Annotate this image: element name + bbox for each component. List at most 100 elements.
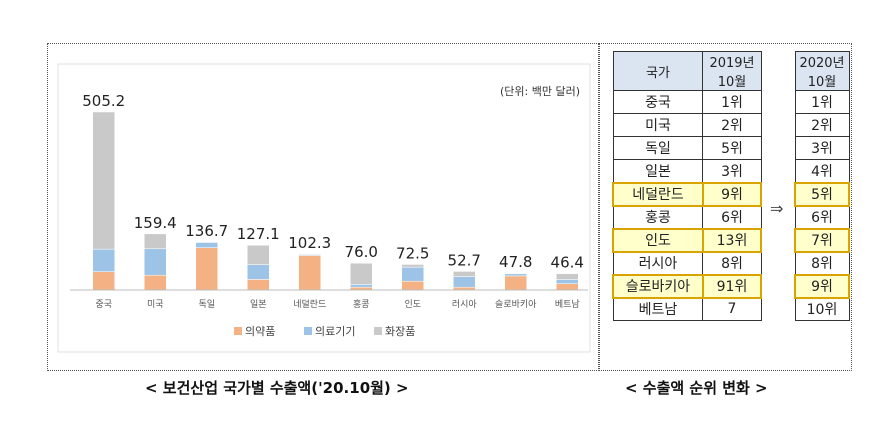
stacked-bar-chart: (단위: 백만 달러) 505.2 중국 159.4 미국 136.7 독일 127.1 일본 1… xyxy=(57,63,591,353)
ranking-2019: 91위 xyxy=(701,273,763,299)
ranking-row: 러시아 8위 xyxy=(612,251,762,275)
bar-segment-pharma xyxy=(556,283,579,291)
ranking-country: 중국 xyxy=(612,90,704,114)
ranking-header-row: 국가 2019년 10월 xyxy=(612,51,762,91)
ranking-row-2020: 4위 xyxy=(794,159,850,183)
bar-segment-pharma xyxy=(504,275,527,291)
x-tick-label: 베트남 xyxy=(555,299,580,310)
ranking-row: 일본 3위 xyxy=(612,159,762,183)
ranking-row: 홍콩 6위 xyxy=(612,205,762,229)
x-tick-label: 미국 xyxy=(147,299,164,310)
ranking-country: 인도 xyxy=(612,227,704,253)
ranking-row-2020: 2위 xyxy=(794,113,850,137)
legend-label: 의료기기 xyxy=(315,325,355,338)
bar-segment-device xyxy=(195,242,218,248)
ranking-2020: 4위 xyxy=(794,159,850,183)
bar-segment-device xyxy=(92,248,115,272)
bar-segment-cosmetics xyxy=(401,264,424,268)
bar-segment-cosmetics xyxy=(144,233,167,250)
ranking-2019: 1위 xyxy=(702,90,762,114)
chart-panel: (단위: 백만 달러) 505.2 중국 159.4 미국 136.7 독일 127.1 일본 1… xyxy=(47,43,599,371)
header-2020: 2020년 10월 xyxy=(794,51,850,91)
ranking-row: 독일 5위 xyxy=(612,136,762,160)
bar-segment-device xyxy=(401,266,424,282)
ranking-country: 독일 xyxy=(612,136,704,160)
x-tick-label: 홍콩 xyxy=(353,298,370,310)
header-2019: 2019년 10월 xyxy=(702,51,762,91)
data-label-total: 47.8 xyxy=(499,253,532,271)
ranking-country: 베트남 xyxy=(612,297,704,321)
ranking-row-2020: 8위 xyxy=(794,251,850,275)
ranking-country: 네덜란드 xyxy=(612,181,704,207)
ranking-row-2020: 1위 xyxy=(794,90,850,114)
ranking-country: 일본 xyxy=(612,159,704,183)
ranking-header-row-2020: 2020년 10월 xyxy=(794,51,850,91)
data-label-total: 127.1 xyxy=(237,225,280,243)
x-tick-label: 슬로바키아 xyxy=(495,299,537,310)
bar-segment-device xyxy=(453,276,476,288)
ranking-2019: 13위 xyxy=(701,227,763,253)
bar-segment-cosmetics xyxy=(504,272,527,275)
legend-swatch xyxy=(304,327,312,335)
legend-swatch xyxy=(374,327,382,335)
header-country: 국가 xyxy=(612,51,704,91)
ranking-2019: 7 xyxy=(702,297,762,321)
bar-segment-cosmetics xyxy=(350,262,373,285)
ranking-table-2019: 국가 2019년 10월 중국 1위 미국 2위 독일 5위 일본 3위 네덜란드 9위 홍콩 6위 인… xyxy=(612,51,763,321)
ranking-2019: 3위 xyxy=(702,159,762,183)
ranking-2020: 2위 xyxy=(794,113,850,137)
x-tick-label: 독일 xyxy=(198,299,215,310)
ranking-country: 홍콩 xyxy=(612,205,704,229)
bar-segment-device xyxy=(504,273,527,277)
ranking-row: 인도 13위 xyxy=(612,227,763,253)
data-label-total: 159.4 xyxy=(134,214,177,232)
ranking-2020: 7위 xyxy=(794,227,850,253)
ranking-row-2020: 5위 xyxy=(794,181,850,207)
ranking-2020: 6위 xyxy=(794,205,850,229)
ranking-row-2020: 7위 xyxy=(794,227,850,253)
x-tick-label: 중국 xyxy=(95,299,112,310)
ranking-row-2020: 3위 xyxy=(794,136,850,160)
bar-segment-cosmetics xyxy=(195,241,218,243)
unit-note: (단위: 백만 달러) xyxy=(500,85,580,98)
bar-segment-pharma xyxy=(247,279,270,291)
ranking-2019: 8위 xyxy=(702,251,762,275)
ranking-2020: 5위 xyxy=(794,181,850,207)
legend-label: 화장품 xyxy=(385,325,415,338)
bar-segment-cosmetics xyxy=(92,111,115,250)
ranking-country: 미국 xyxy=(612,113,704,137)
ranking-2020: 3위 xyxy=(794,136,850,160)
bar-segment-device xyxy=(144,248,167,276)
x-tick-label: 일본 xyxy=(250,299,267,310)
ranking-2019: 6위 xyxy=(702,205,762,229)
ranking-2019: 5위 xyxy=(702,136,762,160)
ranking-row: 슬로바키아 91위 xyxy=(612,273,763,299)
ranking-2019: 9위 xyxy=(701,181,763,207)
ranking-row: 베트남 7 xyxy=(612,297,762,321)
bar-segment-device xyxy=(350,284,373,288)
bar-segment-cosmetics xyxy=(556,273,579,280)
ranking-country: 슬로바키아 xyxy=(612,273,704,299)
ranking-row-2020: 6위 xyxy=(794,205,850,229)
ranking-row-2020: 9위 xyxy=(794,273,850,299)
bar-segment-pharma xyxy=(401,280,424,291)
bar-segment-pharma xyxy=(92,271,115,291)
ranking-panel xyxy=(599,43,852,371)
ranking-table-2020: 2020년 10월 1위 2위 3위 4위 5위 6위 7위 8위 9위 10위 xyxy=(794,51,850,321)
data-label-total: 72.5 xyxy=(396,244,429,262)
data-label-total: 76.0 xyxy=(345,243,378,261)
bar-segment-pharma xyxy=(298,255,321,291)
arrow-icon: ⇒ xyxy=(770,199,784,218)
legend-swatch xyxy=(234,327,242,335)
bar-segment-device xyxy=(247,264,270,280)
ranking-row: 네덜란드 9위 xyxy=(612,181,763,207)
ranking-row: 중국 1위 xyxy=(612,90,762,114)
x-tick-label: 인도 xyxy=(404,299,421,310)
chart-plot-frame xyxy=(57,63,591,353)
ranking-2019: 2위 xyxy=(702,113,762,137)
ranking-2020: 8위 xyxy=(794,251,850,275)
legend-label: 의약품 xyxy=(245,324,275,338)
bar-segment-device xyxy=(556,279,579,284)
ranking-row: 미국 2위 xyxy=(612,113,762,137)
data-label-total: 46.4 xyxy=(551,254,584,272)
